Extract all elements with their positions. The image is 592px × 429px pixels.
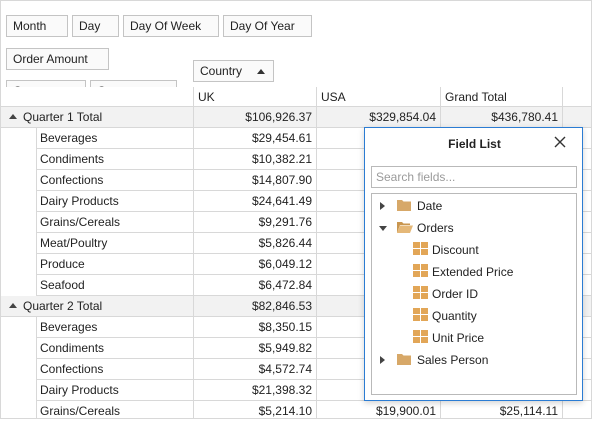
data-field-order-amount[interactable]: Order Amount bbox=[6, 48, 109, 70]
cell-usa: $329,854.04 bbox=[316, 107, 440, 128]
tree-node-orders[interactable]: Orders bbox=[379, 218, 570, 238]
cell-uk: $24,641.49 bbox=[193, 191, 316, 212]
cell-uk: $14,807.90 bbox=[193, 170, 316, 191]
data-field-label: Order Amount bbox=[13, 52, 88, 66]
row-header-label: Quarter 2 Total bbox=[23, 299, 103, 313]
filter-field-day[interactable]: Day bbox=[72, 15, 119, 37]
column-field-label: Country bbox=[200, 64, 243, 78]
filter-field-label: Month bbox=[13, 19, 47, 33]
column-header-grand-total[interactable]: Grand Total bbox=[440, 87, 562, 107]
row-header-category[interactable]: Produce bbox=[36, 254, 193, 275]
cell-uk: $5,949.82 bbox=[193, 338, 316, 359]
filter-field-day-of-year[interactable]: Day Of Year bbox=[223, 15, 312, 37]
field-icon bbox=[413, 286, 428, 299]
collapse-arrow-icon[interactable] bbox=[9, 114, 17, 119]
field-list-title: Field List bbox=[448, 137, 501, 151]
cell-uk: $6,472.84 bbox=[193, 275, 316, 296]
field-item-label: Unit Price bbox=[432, 331, 485, 345]
folder-open-icon bbox=[397, 222, 413, 233]
field-item-quantity[interactable]: Quantity bbox=[413, 306, 563, 326]
field-icon bbox=[413, 242, 428, 255]
filter-field-month[interactable]: Month bbox=[6, 15, 68, 37]
cell-uk: $9,291.76 bbox=[193, 212, 316, 233]
table-row: Grains/Cereals $5,214.10 $19,900.01 $25,… bbox=[1, 401, 591, 418]
cell-grand-total: $25,114.11 bbox=[440, 401, 562, 418]
column-header-filler bbox=[562, 87, 591, 107]
field-icon bbox=[413, 330, 428, 343]
field-item-order-id[interactable]: Order ID bbox=[413, 284, 563, 304]
field-icon bbox=[413, 308, 428, 321]
cell-filler bbox=[562, 401, 591, 418]
close-icon[interactable] bbox=[552, 134, 568, 150]
folder-icon bbox=[397, 354, 411, 365]
row-header-total[interactable]: Quarter 2 Total bbox=[1, 296, 193, 317]
row-header-category[interactable]: Dairy Products bbox=[36, 191, 193, 212]
column-header-row: UK USA Grand Total bbox=[1, 87, 591, 107]
cell-uk: $29,454.61 bbox=[193, 128, 316, 149]
column-header-uk[interactable]: UK bbox=[193, 87, 316, 107]
sort-ascending-icon bbox=[257, 69, 265, 74]
expand-arrow-icon[interactable] bbox=[380, 202, 385, 210]
field-item-discount[interactable]: Discount bbox=[413, 240, 563, 260]
cell-uk: $6,049.12 bbox=[193, 254, 316, 275]
column-header-usa[interactable]: USA bbox=[316, 87, 440, 107]
cell-uk: $5,826.44 bbox=[193, 233, 316, 254]
cell-grand-total: $436,780.41 bbox=[440, 107, 562, 128]
field-item-label: Discount bbox=[432, 243, 479, 257]
filter-field-label: Day Of Week bbox=[130, 19, 202, 33]
cell-usa: $19,900.01 bbox=[316, 401, 440, 418]
column-field-country[interactable]: Country bbox=[193, 60, 274, 82]
row-header-category[interactable]: Grains/Cereals bbox=[36, 212, 193, 233]
cell-uk: $8,350.15 bbox=[193, 317, 316, 338]
table-row: Quarter 1 Total $106,926.37 $329,854.04 … bbox=[1, 107, 591, 128]
row-header-category[interactable]: Confections bbox=[36, 359, 193, 380]
filter-field-day-of-week[interactable]: Day Of Week bbox=[123, 15, 219, 37]
row-header-category[interactable]: Beverages bbox=[36, 128, 193, 149]
filter-field-label: Day Of Year bbox=[230, 19, 295, 33]
tree-node-label: Sales Person bbox=[417, 353, 489, 367]
tree-node-label: Orders bbox=[417, 221, 454, 235]
row-header-category[interactable]: Dairy Products bbox=[36, 380, 193, 401]
row-header-category[interactable]: Condiments bbox=[36, 149, 193, 170]
tree-node-sales-person[interactable]: Sales Person bbox=[380, 350, 570, 370]
field-list-panel: Field List Date Orders bbox=[364, 127, 583, 401]
cell-uk: $4,572.74 bbox=[193, 359, 316, 380]
tree-node-date[interactable]: Date bbox=[380, 196, 570, 216]
cell-uk: $21,398.32 bbox=[193, 380, 316, 401]
cell-uk: $10,382.21 bbox=[193, 149, 316, 170]
row-header-category[interactable]: Condiments bbox=[36, 338, 193, 359]
pivot-grid: Month Day Day Of Week Day Of Year Order … bbox=[0, 0, 592, 419]
collapse-arrow-icon[interactable] bbox=[379, 226, 387, 231]
expand-arrow-icon[interactable] bbox=[380, 356, 385, 364]
tree-node-label: Date bbox=[417, 199, 443, 213]
row-header-label: Quarter 1 Total bbox=[23, 110, 103, 124]
field-item-unit-price[interactable]: Unit Price bbox=[413, 328, 563, 348]
cell-uk: $82,846.53 bbox=[193, 296, 316, 317]
field-item-label: Quantity bbox=[432, 309, 477, 323]
field-tree: Date Orders Discount bbox=[371, 193, 577, 395]
field-item-extended-price[interactable]: Extended Price bbox=[413, 262, 563, 282]
field-icon bbox=[413, 264, 428, 277]
row-header-category[interactable]: Seafood bbox=[36, 275, 193, 296]
cell-uk: $5,214.10 bbox=[193, 401, 316, 418]
table-row: Confections $4,572.74 bbox=[1, 359, 591, 380]
field-item-label: Order ID bbox=[432, 287, 479, 301]
filter-field-label: Day bbox=[79, 19, 101, 33]
row-header-category[interactable]: Confections bbox=[36, 170, 193, 191]
cell-uk: $106,926.37 bbox=[193, 107, 316, 128]
cell-filler bbox=[562, 107, 591, 128]
row-header-total[interactable]: Quarter 1 Total bbox=[1, 107, 193, 128]
collapse-arrow-icon[interactable] bbox=[9, 303, 17, 308]
folder-icon bbox=[397, 200, 411, 211]
row-header-category[interactable]: Meat/Poultry bbox=[36, 233, 193, 254]
search-fields-input[interactable] bbox=[371, 166, 577, 188]
field-item-label: Extended Price bbox=[432, 265, 514, 279]
row-header-category[interactable]: Grains/Cereals bbox=[36, 401, 193, 418]
row-header-category[interactable]: Beverages bbox=[36, 317, 193, 338]
